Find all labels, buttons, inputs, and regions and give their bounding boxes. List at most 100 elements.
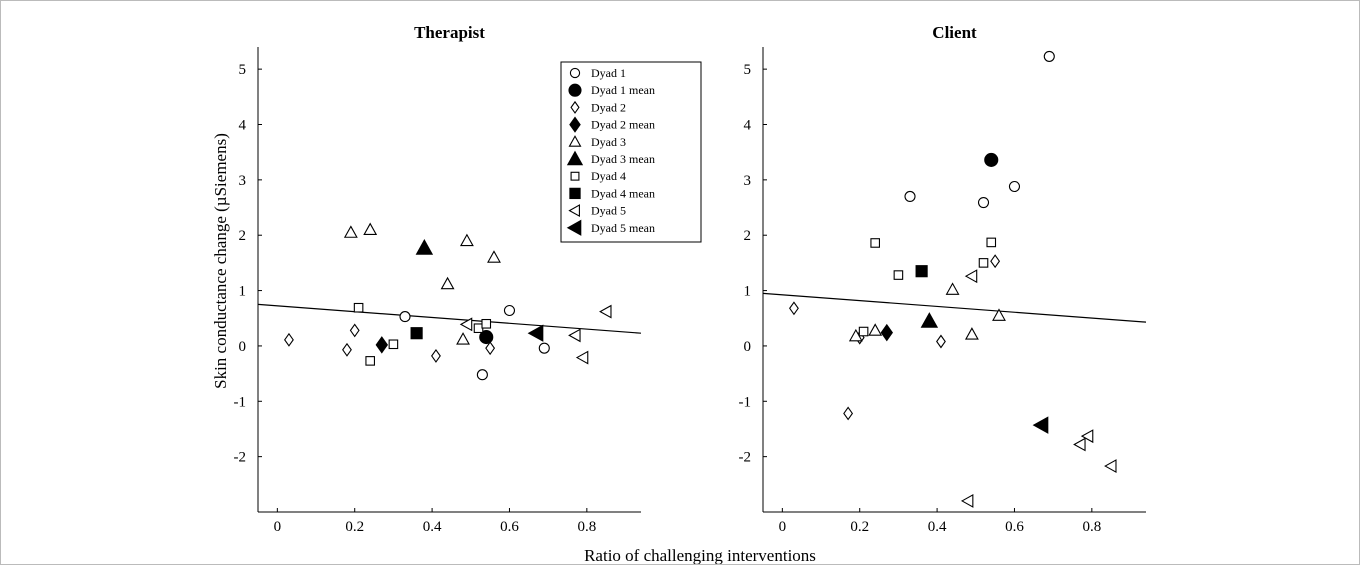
y-axis-label: Skin conductance change (µSiemens) (211, 133, 230, 389)
data-point-triangle-up-marker (459, 233, 474, 247)
data-point-triangle-left-marker (1032, 416, 1049, 434)
legend-square-marker (569, 187, 581, 200)
y-tick-label: -2 (234, 450, 247, 466)
legend-label: Dyad 4 (591, 169, 626, 183)
x-axis-label: Ratio of challenging interventions (584, 546, 816, 565)
x-tick-label: 0 (274, 519, 282, 535)
data-point-triangle-left-marker (1073, 437, 1086, 452)
data-point-triangle-up-marker (992, 308, 1006, 321)
legend-label: Dyad 5 (591, 204, 626, 218)
legend-diamond-marker (570, 100, 580, 114)
data-point-square-marker (388, 339, 399, 350)
legend-label: Dyad 3 mean (591, 152, 655, 166)
y-tick-label: 2 (744, 228, 752, 244)
data-point-diamond-marker (990, 254, 1001, 269)
y-tick-label: 1 (239, 284, 247, 300)
data-point-circle-marker (977, 197, 990, 209)
y-tick-label: 4 (239, 118, 247, 134)
data-point-triangle-left-marker (1080, 429, 1094, 444)
legend-circle-marker (569, 67, 581, 79)
data-point-triangle-left-marker (960, 493, 974, 508)
data-point-circle-marker (1008, 180, 1021, 193)
data-point-triangle-up-marker (920, 312, 939, 328)
y-tick-label: 0 (239, 339, 247, 355)
x-tick-label: 0.6 (500, 519, 519, 535)
legend-triangle-left-marker (568, 204, 580, 218)
data-point-triangle-up-marker (440, 276, 455, 290)
data-point-diamond-marker (284, 332, 294, 347)
data-point-diamond-marker (349, 323, 360, 338)
y-tick-label: 0 (744, 339, 752, 355)
legend-label: Dyad 1 (591, 66, 626, 80)
legend-box (560, 61, 702, 243)
y-tick-label: 2 (239, 228, 247, 244)
data-point-circle-marker (479, 330, 494, 345)
data-point-triangle-up-marker (343, 225, 358, 238)
data-point-circle-marker (1043, 50, 1055, 62)
data-point-circle-marker (503, 304, 516, 317)
y-tick-label: -1 (234, 394, 247, 410)
y-tick-label: 3 (239, 173, 247, 189)
data-point-square-marker (365, 356, 375, 366)
data-point-diamond-marker (342, 342, 352, 357)
data-point-triangle-left-marker (1104, 459, 1117, 473)
data-point-triangle-left-marker (575, 350, 589, 365)
data-point-triangle-up-marker (868, 323, 883, 336)
legend-square-marker (570, 171, 580, 181)
legend-label: Dyad 5 mean (591, 221, 655, 235)
legend-triangle-up-marker (568, 135, 582, 147)
x-tick-label: 0.4 (423, 519, 442, 535)
y-tick-label: -1 (739, 394, 752, 410)
legend-label: Dyad 3 (591, 135, 626, 149)
data-point-square-marker (410, 327, 423, 340)
legend: Dyad 1 Dyad 1 mean Dyad 2 Dyad 2 mean Dyad 3… (560, 61, 702, 243)
regression-line (762, 292, 1147, 323)
panel-title: Client (932, 23, 977, 42)
data-point-diamond-marker (485, 341, 496, 356)
legend-label: Dyad 1 mean (591, 83, 655, 97)
data-point-triangle-left-marker (964, 269, 978, 284)
data-point-square-marker (915, 265, 928, 278)
data-point-triangle-up-marker (456, 332, 470, 345)
data-point-diamond-marker (843, 406, 854, 421)
legend-label: Dyad 2 (591, 100, 626, 114)
data-point-square-marker (353, 302, 364, 313)
panel-title: Therapist (414, 23, 485, 42)
x-tick-label: 0.2 (850, 519, 869, 535)
data-point-triangle-left-marker (459, 317, 473, 332)
regression-line (257, 303, 642, 334)
data-point-circle-marker (538, 342, 550, 354)
data-point-circle-marker (904, 190, 916, 203)
data-point-square-marker (870, 238, 880, 248)
data-point-circle-marker (984, 152, 999, 167)
legend-triangle-left-marker (566, 219, 582, 236)
data-point-diamond-marker (880, 323, 893, 342)
y-tick-label: 5 (239, 62, 247, 78)
x-tick-label: 0.4 (928, 519, 947, 535)
data-point-diamond-marker (431, 348, 441, 363)
y-tick-label: 5 (744, 62, 752, 78)
x-tick-label: 0.8 (1082, 519, 1101, 535)
data-point-square-marker (978, 258, 989, 268)
legend-triangle-up-marker (566, 150, 584, 166)
data-point-triangle-left-marker (599, 304, 612, 319)
y-tick-label: 1 (744, 284, 752, 300)
data-point-triangle-left-marker (568, 328, 581, 343)
legend-label: Dyad 2 mean (591, 118, 655, 132)
x-tick-label: 0.2 (345, 519, 364, 535)
x-tick-label: 0.8 (577, 519, 596, 535)
legend-label: Dyad 4 mean (591, 186, 655, 200)
legend-diamond-marker (569, 116, 581, 133)
data-point-square-marker (858, 326, 869, 337)
data-point-triangle-up-marker (363, 222, 378, 236)
x-tick-label: 0.6 (1005, 519, 1024, 535)
data-point-square-marker (893, 270, 904, 280)
data-point-triangle-left-marker (527, 324, 544, 342)
data-point-circle-marker (476, 369, 488, 381)
data-point-circle-marker (399, 311, 411, 323)
data-point-triangle-up-marker (945, 282, 960, 295)
data-point-triangle-up-marker (964, 327, 979, 340)
data-point-diamond-marker (789, 301, 799, 316)
